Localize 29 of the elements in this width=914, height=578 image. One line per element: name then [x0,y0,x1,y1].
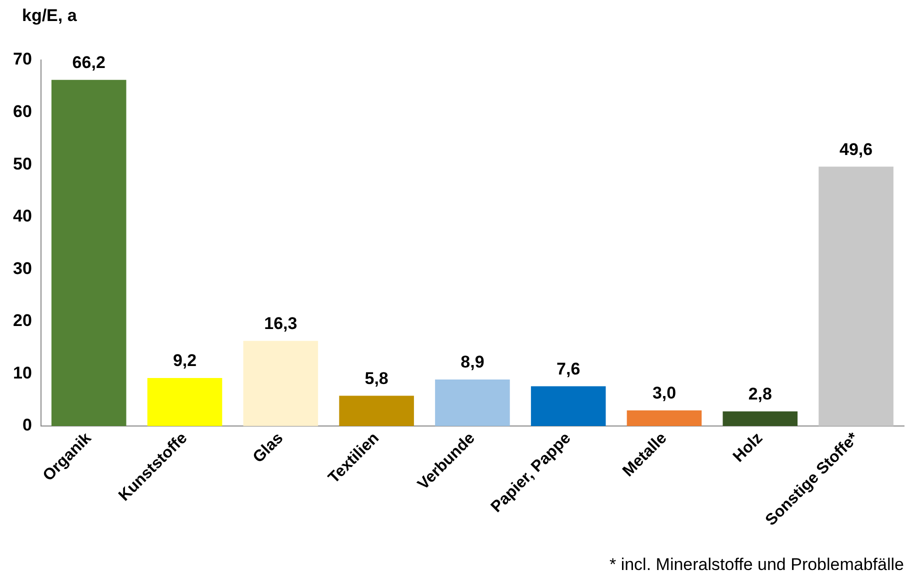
bar [818,166,894,426]
data-label: 7,6 [556,359,580,378]
bar [530,386,606,426]
data-label: 16,3 [264,314,298,333]
data-label: 49,6 [840,140,873,159]
y-tick-label: 20 [12,311,32,330]
y-axis-title: kg/E, a [22,6,78,26]
bar [722,411,798,426]
bar [626,410,702,426]
bar [435,380,510,426]
bar [339,396,414,426]
bar [147,378,222,426]
data-label: 8,9 [460,352,484,372]
bar [243,340,318,426]
data-label: 9,2 [172,351,197,370]
y-tick-label: 70 [12,50,32,69]
data-label: 66,2 [72,53,106,72]
y-tick-label: 10 [12,363,32,382]
bar [51,80,126,426]
y-tick-label: 60 [12,102,32,121]
y-tick-label: 0 [22,416,32,435]
data-label: 5,8 [364,368,388,388]
data-label: 2,8 [748,384,772,404]
text: * incl. Mineralstoffe und Problemabfälle [609,555,904,574]
y-tick-label: 40 [12,206,32,226]
y-tick-label: 30 [12,258,32,278]
data-label: 3,0 [652,384,676,403]
y-tick-label: 50 [12,154,32,174]
x-tick-label: Glas [250,430,287,466]
